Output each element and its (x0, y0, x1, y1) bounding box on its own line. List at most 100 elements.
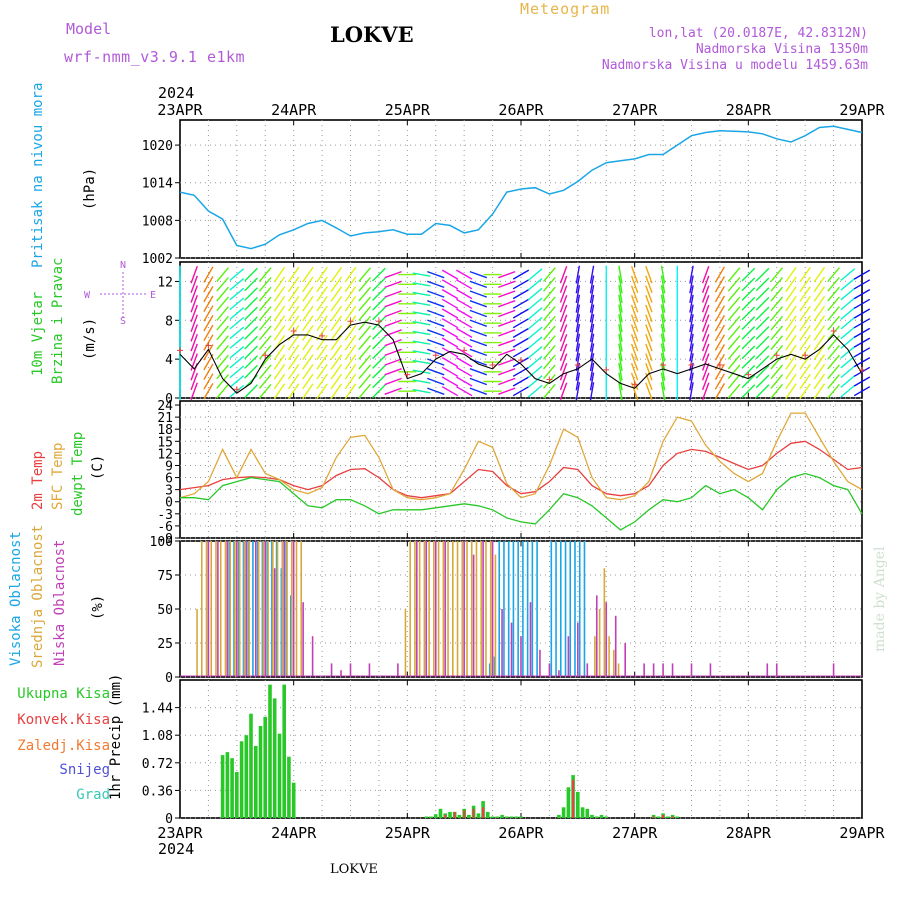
wind-barb (258, 286, 272, 302)
wind-barb (302, 363, 314, 380)
wind-barb (840, 268, 856, 281)
wind-barb (527, 297, 543, 311)
wind-barb (316, 315, 328, 331)
gust-marker (347, 318, 354, 325)
gust-marker (404, 371, 411, 378)
wind-barb (799, 266, 811, 283)
wind-barb (203, 363, 214, 380)
wind-barb (727, 364, 741, 380)
wind-barb (701, 372, 710, 391)
precip-bar (254, 745, 258, 818)
wind-barb (244, 316, 258, 331)
wind-barb (645, 324, 653, 342)
wind-barb (203, 305, 214, 322)
cloud_cover-ytick-label: 100 (150, 535, 173, 550)
wind-barb (498, 280, 516, 289)
wind-barb (589, 343, 595, 362)
wind-barb (618, 285, 623, 304)
wind-barb (330, 363, 343, 380)
wind-barb (216, 315, 229, 331)
pressure-ytick-label: 1014 (142, 177, 173, 192)
temperature-ytick-label: 15 (157, 435, 173, 450)
wind-barb (755, 267, 770, 282)
wind-barb (785, 344, 797, 361)
wind-barb (630, 343, 639, 362)
wind-barb (258, 364, 272, 380)
wind-barb (559, 382, 568, 400)
wind-barb (527, 355, 543, 369)
wind-barb (714, 276, 726, 293)
wind-barb (512, 308, 530, 319)
wind-barb (543, 344, 556, 360)
precip-bar (258, 726, 263, 818)
wind-barb (203, 383, 214, 400)
wind-barb (412, 330, 431, 336)
wind-barb (498, 358, 516, 366)
wind-barb (645, 265, 653, 284)
precip-bar (220, 755, 225, 818)
wind-barb (543, 306, 556, 321)
wind-barb (441, 269, 459, 280)
temperature-ytick-label: -6 (157, 520, 173, 535)
wind-barb (827, 296, 840, 312)
wind-barb (203, 285, 214, 303)
wind-barb (630, 353, 639, 371)
gust-marker (603, 366, 610, 373)
precip-bar (463, 810, 466, 818)
precip-bar (666, 816, 670, 818)
wind-ytick-label: 8 (165, 314, 173, 329)
wind-barb (770, 306, 784, 321)
wind-barb (785, 295, 797, 312)
wind-barb (559, 353, 568, 371)
wind-barb (853, 337, 871, 348)
year-bottom: 2024 (158, 840, 194, 858)
wind-barb (358, 354, 372, 370)
wind-barb (190, 353, 198, 371)
wind-barb (412, 282, 431, 287)
precip-frozen-label: Zaledj.Kisa (17, 738, 110, 754)
wind-dir-w: W (84, 290, 91, 301)
wind-barb (827, 374, 840, 389)
temperature-ytick-label: 24 (157, 399, 173, 414)
wind-barb (441, 298, 459, 309)
wind-barb (840, 307, 856, 320)
wind-barb (714, 363, 726, 380)
wind-barb (498, 368, 516, 376)
gust-marker (432, 352, 439, 359)
wind-barb (785, 315, 797, 331)
wind-barb (660, 265, 666, 284)
wind-barb (813, 305, 826, 322)
wind-speed-line (179, 321, 863, 394)
pressure-ytick-label: 1020 (142, 139, 173, 154)
wind-barb (344, 266, 357, 283)
wind-barb (741, 306, 756, 321)
wind-barb (330, 305, 343, 322)
precip-bar (566, 787, 571, 818)
wind-barb (441, 308, 459, 319)
wind-barb (229, 297, 245, 311)
precip-bar (282, 684, 286, 818)
wind-barb (512, 327, 530, 339)
wind-barb (689, 285, 694, 304)
wind-barb (589, 382, 595, 401)
wind-barb (785, 383, 797, 399)
wind-barb (827, 276, 840, 292)
precip-bar (514, 816, 519, 818)
wind-barb (618, 333, 623, 352)
wind-barb (358, 267, 372, 282)
wind-barb (755, 364, 770, 379)
wind-barb (273, 383, 286, 399)
wind-ytick-label: 4 (165, 353, 173, 368)
wind-barb (273, 276, 286, 293)
wind-barb (344, 363, 357, 380)
wind-barb (660, 362, 666, 381)
precip-bar (486, 811, 490, 818)
precip-bar (230, 758, 234, 818)
wind-barb (701, 275, 710, 294)
wind-barb (498, 300, 516, 308)
wind-barb (498, 387, 516, 395)
precip-bar (277, 733, 282, 818)
year-top: 2024 (158, 84, 194, 102)
pressure-ytick-label: 1008 (142, 214, 173, 229)
wind-barb (358, 383, 372, 399)
